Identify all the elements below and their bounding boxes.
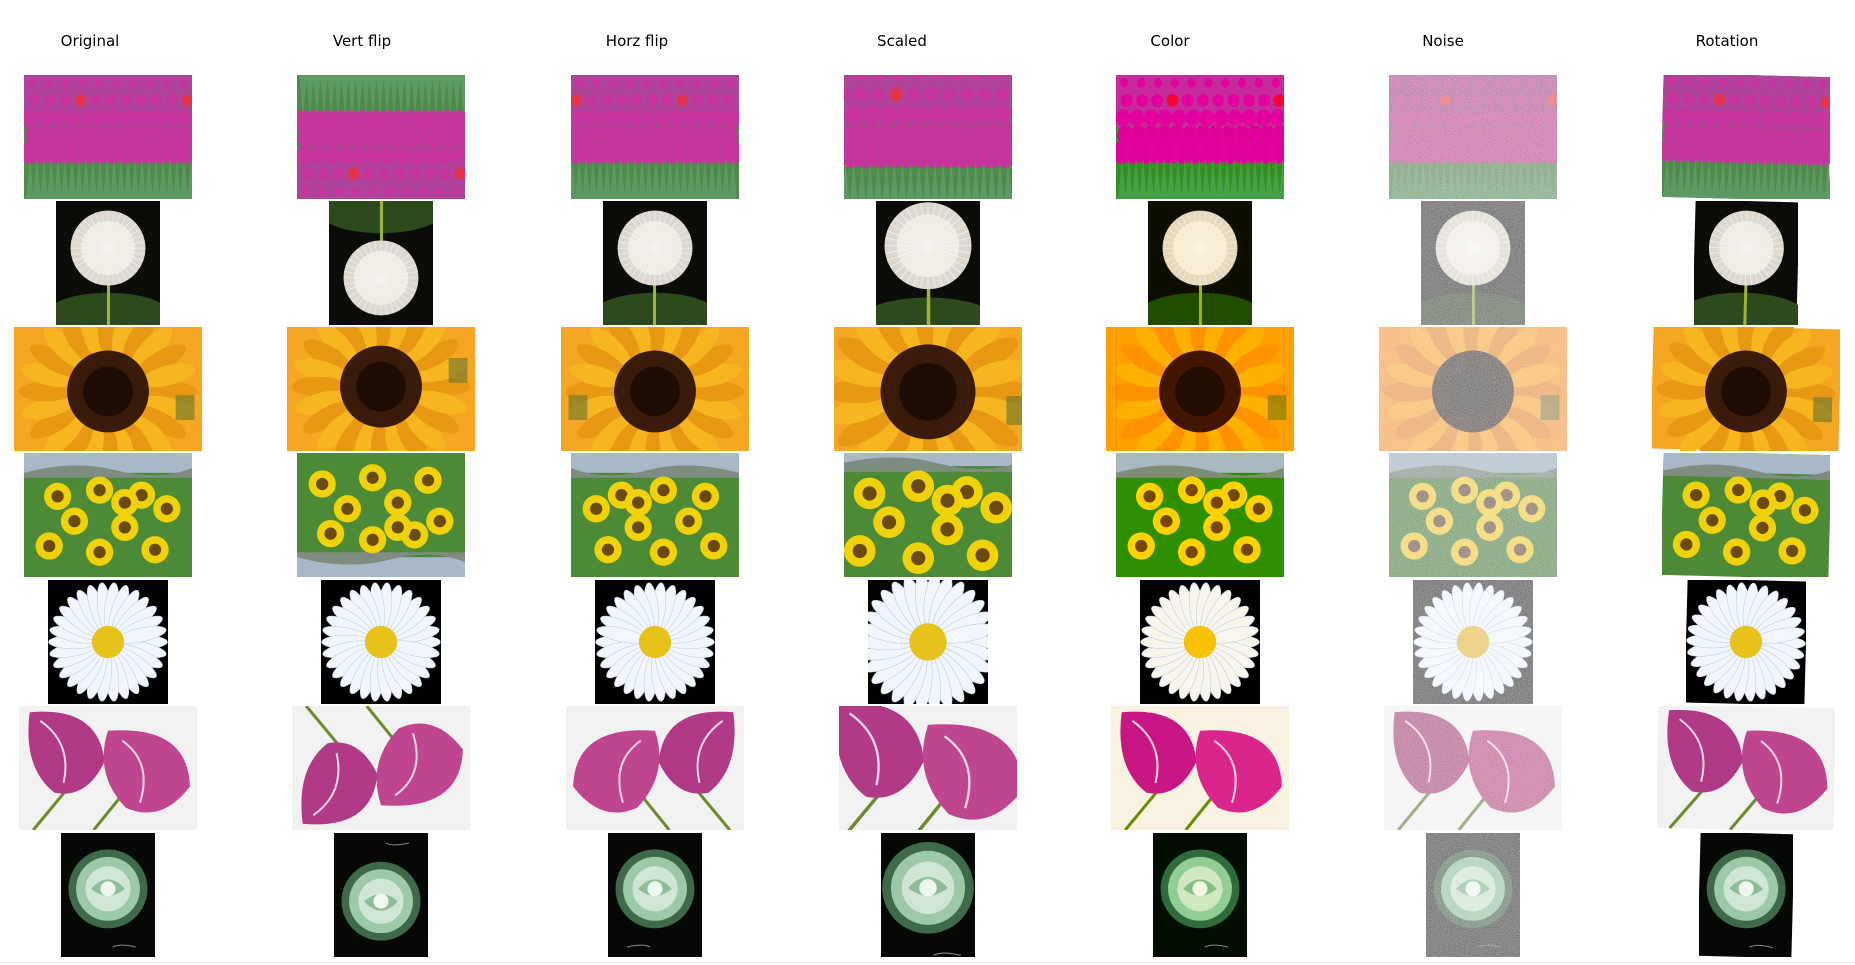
column-title-scaled: Scaled	[877, 32, 927, 50]
thumbnail-sunflower-field-scaled	[844, 453, 1012, 577]
column-title-original: Original	[60, 32, 120, 50]
thumbnail-sunflower-field-vflip	[297, 453, 465, 577]
thumbnail-dandelion-original	[56, 201, 160, 325]
thumbnail-white-rose-vflip	[334, 833, 428, 957]
thumbnail-tulip-field-color	[1116, 75, 1284, 199]
thumbnail-daisy-original	[48, 580, 168, 704]
thumbnail-sunflower-closeup-hflip	[561, 327, 749, 451]
thumbnail-daisy-vflip	[321, 580, 441, 704]
thumbnail-sunflower-closeup-rotation	[1652, 327, 1840, 451]
bottom-divider	[0, 962, 1855, 963]
thumbnail-daisy-noise	[1413, 580, 1533, 704]
column-title-hflip: Horz flip	[605, 32, 669, 50]
thumbnail-dandelion-vflip	[329, 201, 433, 325]
column-title-rotation: Rotation	[1695, 32, 1759, 50]
thumbnail-dandelion-hflip	[603, 201, 707, 325]
thumbnail-white-rose-color	[1153, 833, 1247, 957]
thumbnail-pink-tulips-color	[1111, 706, 1289, 830]
thumbnail-white-rose-rotation	[1699, 833, 1793, 957]
thumbnail-sunflower-closeup-original	[14, 327, 202, 451]
thumbnail-tulip-field-hflip	[571, 75, 739, 199]
thumbnail-daisy-scaled	[868, 580, 988, 704]
thumbnail-pink-tulips-noise	[1384, 706, 1562, 830]
thumbnail-tulip-field-noise	[1389, 75, 1557, 199]
thumbnail-dandelion-noise	[1421, 201, 1525, 325]
thumbnail-daisy-rotation	[1686, 580, 1806, 704]
thumbnail-sunflower-closeup-color	[1106, 327, 1294, 451]
column-title-noise: Noise	[1422, 32, 1464, 50]
thumbnail-tulip-field-vflip	[297, 75, 465, 199]
thumbnail-pink-tulips-rotation	[1657, 706, 1835, 830]
thumbnail-dandelion-scaled	[876, 201, 980, 325]
thumbnail-pink-tulips-scaled	[839, 706, 1017, 830]
thumbnail-sunflower-field-noise	[1389, 453, 1557, 577]
thumbnail-tulip-field-original	[24, 75, 192, 199]
thumbnail-sunflower-closeup-vflip	[287, 327, 475, 451]
thumbnail-dandelion-color	[1148, 201, 1252, 325]
column-title-vflip: Vert flip	[332, 32, 392, 50]
thumbnail-daisy-hflip	[595, 580, 715, 704]
thumbnail-sunflower-closeup-scaled	[834, 327, 1022, 451]
thumbnail-sunflower-field-rotation	[1662, 453, 1830, 577]
thumbnail-daisy-color	[1140, 580, 1260, 704]
thumbnail-tulip-field-scaled	[844, 75, 1012, 199]
thumbnail-white-rose-scaled	[881, 833, 975, 957]
thumbnail-pink-tulips-vflip	[292, 706, 470, 830]
column-title-color: Color	[1150, 32, 1190, 50]
thumbnail-sunflower-closeup-noise	[1379, 327, 1567, 451]
thumbnail-sunflower-field-color	[1116, 453, 1284, 577]
thumbnail-white-rose-hflip	[608, 833, 702, 957]
thumbnail-tulip-field-rotation	[1662, 75, 1830, 199]
thumbnail-sunflower-field-original	[24, 453, 192, 577]
thumbnail-sunflower-field-hflip	[571, 453, 739, 577]
thumbnail-white-rose-original	[61, 833, 155, 957]
thumbnail-dandelion-rotation	[1694, 201, 1798, 325]
thumbnail-pink-tulips-hflip	[566, 706, 744, 830]
thumbnail-white-rose-noise	[1426, 833, 1520, 957]
thumbnail-pink-tulips-original	[19, 706, 197, 830]
